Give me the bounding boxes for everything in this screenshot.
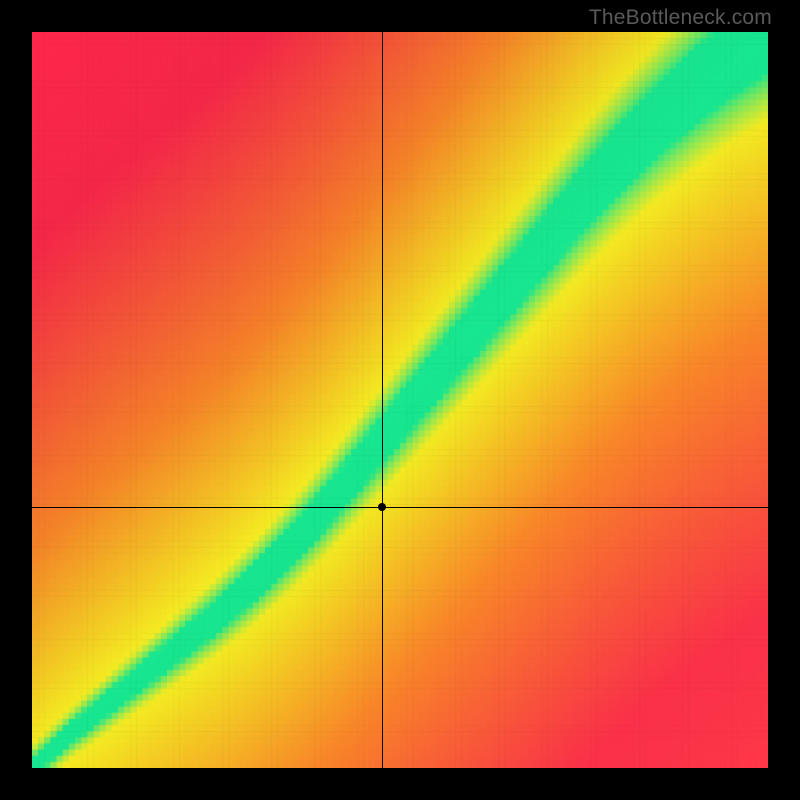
bottleneck-heatmap <box>32 32 768 768</box>
watermark-text: TheBottleneck.com <box>589 6 772 30</box>
crosshair-vertical <box>382 32 383 768</box>
crosshair-marker-dot <box>378 503 386 511</box>
crosshair-horizontal <box>32 507 768 508</box>
heatmap-canvas <box>32 32 768 768</box>
